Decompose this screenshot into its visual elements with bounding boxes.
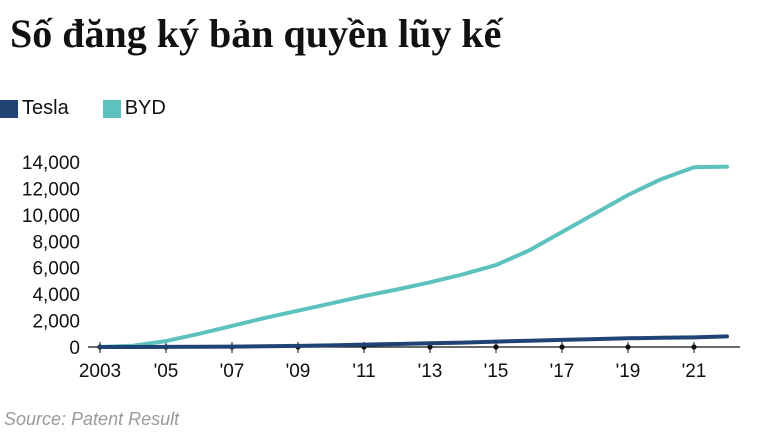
- y-tick-label: 4,000: [32, 285, 80, 306]
- line-chart: 0 2,000 4,000 6,000 8,000 10,000 12,000 14,000 2…: [22, 153, 740, 382]
- x-tick-label: '21: [682, 361, 707, 382]
- x-tick-label: '05: [154, 361, 179, 382]
- x-tick-label: '11: [352, 361, 375, 382]
- legend-item-tesla: Tesla: [0, 97, 69, 120]
- x-tick-dot: [427, 344, 433, 350]
- x-tick-label: 2003: [79, 361, 121, 382]
- x-tick-label: '07: [220, 361, 245, 382]
- x-tick-label: '09: [286, 361, 311, 382]
- x-tick-label: '13: [418, 361, 443, 382]
- y-tick-label: 6,000: [32, 259, 80, 280]
- legend-label-tesla: Tesla: [22, 97, 69, 119]
- x-tick-dot: [493, 344, 499, 350]
- y-tick-label: 8,000: [32, 232, 80, 253]
- legend-swatch-byd: [102, 99, 121, 118]
- y-tick-label: 14,000: [22, 153, 80, 174]
- legend-item-byd: BYD: [102, 97, 166, 120]
- chart-title: Số đăng ký bản quyền lũy kế: [10, 11, 502, 56]
- legend-label-byd: BYD: [124, 97, 166, 119]
- x-tick-dot: [625, 344, 631, 350]
- series-line-byd: [98, 164, 729, 349]
- y-tick-label: 2,000: [32, 312, 80, 333]
- chart-legend: Tesla BYD: [0, 97, 200, 120]
- x-tick-dot: [559, 344, 565, 350]
- source-note: Source: Patent Result: [4, 409, 180, 429]
- x-tick-label: '17: [550, 361, 575, 382]
- x-tick-label: '15: [484, 361, 509, 382]
- x-tick-label: '19: [616, 361, 641, 382]
- legend-swatch-tesla: [0, 99, 18, 118]
- y-tick-label: 12,000: [22, 179, 80, 200]
- series-line-tesla: [98, 334, 729, 349]
- y-tick-label: 0: [69, 338, 80, 359]
- x-tick-dot: [691, 344, 697, 350]
- y-tick-label: 10,000: [22, 206, 80, 227]
